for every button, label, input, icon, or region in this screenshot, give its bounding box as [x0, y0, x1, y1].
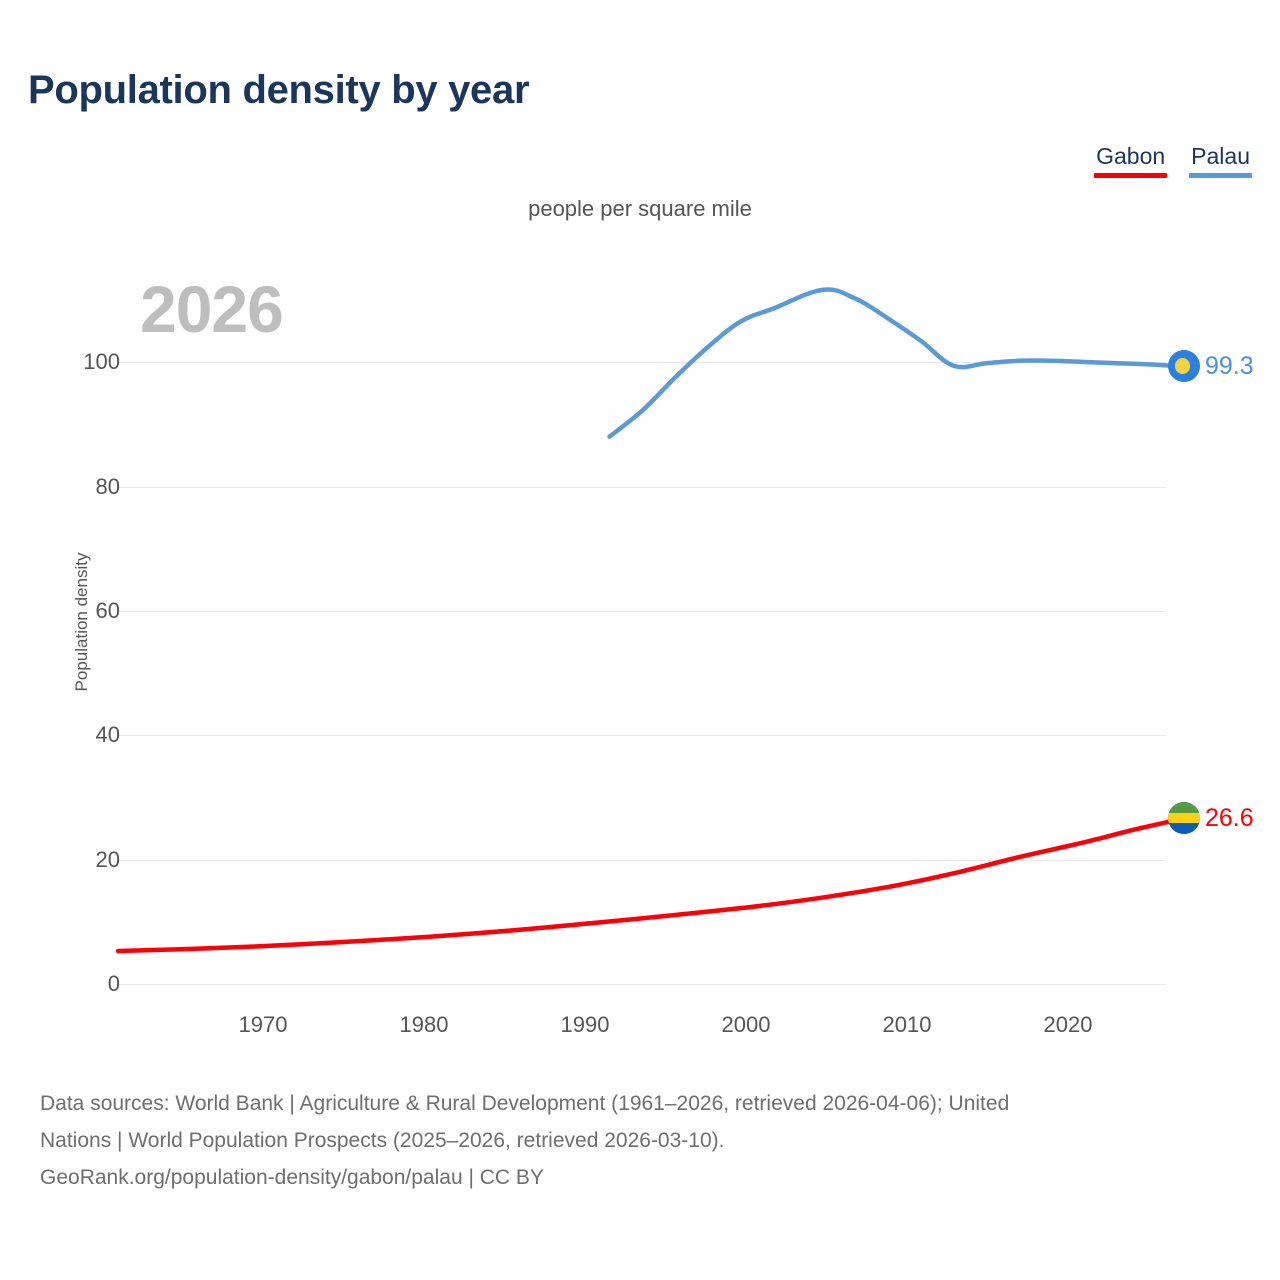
gabon-flag-green-band [1168, 802, 1200, 813]
gridline-40 [118, 735, 1166, 736]
footer-line-1: Data sources: World Bank | Agriculture &… [40, 1092, 1010, 1115]
x-tick-1990: 1990 [560, 1012, 610, 1037]
series-line-gabon [115, 816, 1186, 954]
x-tick-2010: 2010 [882, 1012, 932, 1037]
gridline-60 [118, 611, 1166, 612]
gridline-0 [118, 984, 1166, 985]
legend-label-gabon: Gabon [1096, 143, 1166, 169]
endpoint-gabon[interactable]: 26.6 [1168, 802, 1254, 834]
y-tick-20: 20 [95, 847, 120, 872]
gridline-80 [118, 487, 1166, 488]
x-tick-1970: 1970 [238, 1012, 288, 1037]
legend-rule-palau [1189, 173, 1252, 178]
gridline-20 [118, 860, 1166, 861]
legend-rule-gabon [1094, 173, 1168, 178]
chart-subtitle-text: people per square mile [528, 196, 752, 221]
page-title: Population density by year [28, 68, 530, 112]
palau-flag-icon [1168, 350, 1200, 382]
y-tick-100: 100 [83, 349, 120, 374]
y-tick-80: 80 [95, 474, 120, 499]
chart-subtitle: people per square mile [0, 196, 1280, 222]
palau-moon-shape [1175, 358, 1191, 374]
gridline-100 [118, 362, 1166, 363]
x-tick-2000: 2000 [721, 1012, 771, 1037]
endpoint-palau[interactable]: 99.3 [1168, 350, 1254, 382]
gabon-flag-blue-band [1168, 823, 1200, 834]
gabon-flag-yellow-band [1168, 812, 1200, 824]
endpoint-value-palau: 99.3 [1205, 351, 1254, 380]
y-tick-0: 0 [107, 971, 120, 996]
legend-item-palau[interactable]: Palau [1189, 143, 1252, 178]
watermark-year: 2026 [140, 272, 284, 346]
footer-line-2: Nations | World Population Prospects (20… [40, 1129, 725, 1152]
footer-sources: Data sources: World Bank | Agriculture &… [40, 1085, 1255, 1196]
x-tick-2020: 2020 [1043, 1012, 1093, 1037]
series-lines [115, 287, 1186, 954]
y-tick-40: 40 [95, 722, 120, 747]
legend-item-gabon[interactable]: Gabon [1094, 143, 1168, 178]
plot-area: Population density 0 20 40 60 80 100 197… [72, 287, 1254, 1037]
y-tick-60: 60 [95, 598, 120, 623]
legend: Gabon Palau [1094, 143, 1252, 178]
gabon-flag-icon [1168, 802, 1200, 834]
x-tick-1980: 1980 [399, 1012, 449, 1037]
legend-label-palau: Palau [1191, 143, 1250, 169]
footer-line-3: GeoRank.org/population-density/gabon/pal… [40, 1166, 544, 1189]
endpoint-value-gabon: 26.6 [1205, 803, 1254, 832]
series-line-palau [607, 287, 1186, 439]
